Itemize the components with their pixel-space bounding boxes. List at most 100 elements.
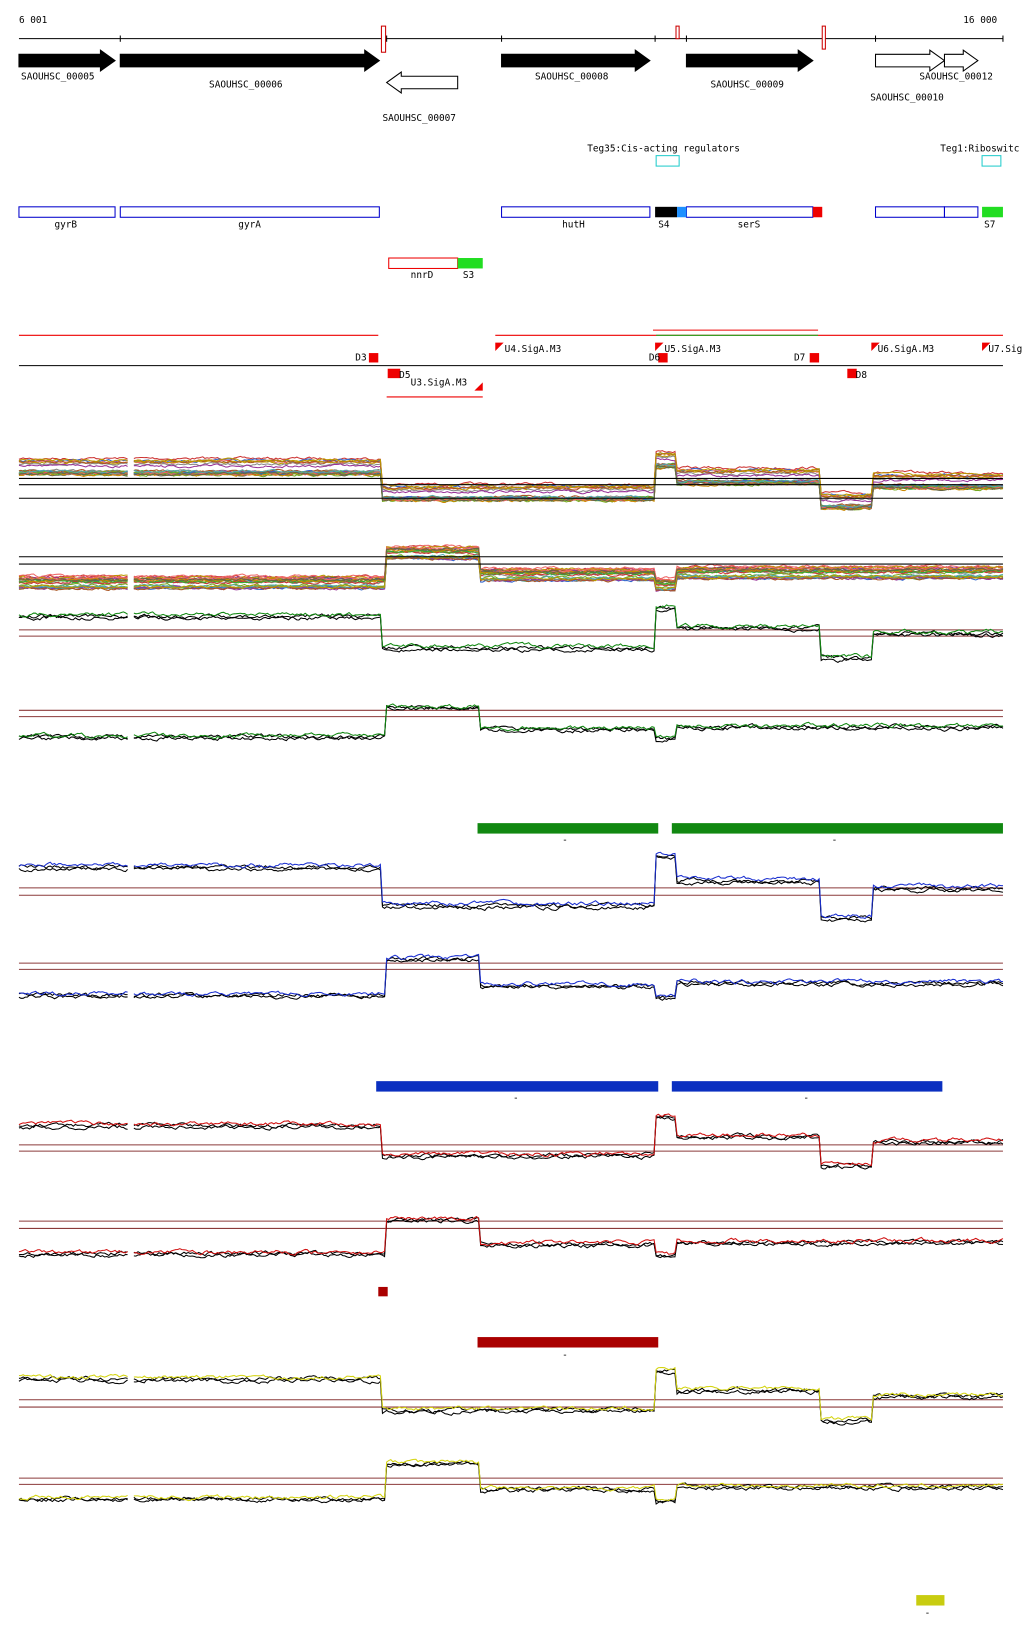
operon-label: D5: [399, 370, 410, 381]
trace: [18, 1113, 1004, 1167]
trace: [18, 955, 1004, 999]
gene-arrow: [943, 49, 979, 73]
trace: [18, 604, 1004, 659]
feature: [501, 206, 651, 218]
feature-label: S7: [984, 220, 995, 231]
trace: [18, 547, 1004, 584]
gene-arrow: [501, 49, 651, 73]
operon-label: U3.SigA.M3: [411, 377, 468, 388]
gene-arrow: [18, 49, 116, 73]
feature-label: gyrB: [54, 220, 77, 231]
operon-mark: [387, 368, 401, 379]
bar-label: -: [513, 1093, 519, 1104]
marker: [675, 25, 680, 40]
operon-flag: [982, 342, 991, 351]
segment-bar: [671, 823, 1003, 834]
feature: [677, 206, 687, 218]
bar-label: -: [925, 1608, 931, 1619]
gene-label: SAOUHSC_00010: [870, 92, 944, 103]
trace: [18, 1368, 1004, 1423]
operon-flag: [474, 382, 483, 391]
segment-bar: [671, 1081, 943, 1092]
gene-arrow: [119, 49, 381, 73]
gene-label: SAOUHSC_00012: [919, 71, 993, 82]
feature: [18, 206, 116, 218]
operon-label: D6: [649, 352, 661, 363]
trace: [18, 953, 1004, 998]
operon-label: U4.SigA.M3: [505, 344, 562, 355]
axis-end: 16 000: [963, 15, 997, 26]
operon-mark: [847, 368, 857, 379]
segment-bar: [477, 1337, 659, 1348]
trace: [18, 1366, 1004, 1421]
operon-label: U6.SigA.M3: [878, 344, 935, 355]
operon-label: D7: [794, 352, 805, 363]
feature-label: hutH: [562, 220, 585, 231]
feature: [874, 206, 945, 218]
gene-arrow: [685, 49, 814, 73]
bar-label: -: [803, 1093, 809, 1104]
segment-bar: [916, 1595, 945, 1606]
trace: [18, 1460, 1004, 1503]
trace: [18, 1215, 1004, 1256]
trace: [18, 1461, 1004, 1505]
trace: [18, 546, 1004, 582]
trace: [18, 855, 1004, 923]
gene-label: SAOUHSC_00009: [710, 80, 784, 91]
segment-bar: [477, 823, 659, 834]
regulator-box: [655, 155, 680, 167]
trace: [18, 1458, 1004, 1502]
bar-label: -: [562, 835, 568, 846]
marker: [821, 25, 826, 50]
operon-flag: [655, 342, 664, 351]
gene-label: SAOUHSC_00005: [21, 71, 95, 82]
segment-bar: [376, 1081, 659, 1092]
operon-marks: [368, 342, 991, 391]
trace: [18, 1216, 1004, 1258]
operon-mark: [809, 353, 820, 363]
trace: [18, 1115, 1004, 1170]
trace: [18, 464, 1004, 511]
feature: [812, 206, 823, 218]
regulator-label: Teg35:Cis-acting regulators: [587, 143, 740, 154]
feature: [457, 258, 483, 269]
trace: [18, 704, 1004, 741]
feature: [655, 206, 678, 218]
operon-flag: [495, 342, 504, 351]
axis-start: 6 001: [19, 15, 48, 26]
trace: [18, 607, 1004, 663]
feature-label: nnrD: [411, 270, 434, 281]
gene-arrow: [874, 49, 946, 73]
gene-label: SAOUHSC_00008: [535, 71, 609, 82]
gene-arrow: [385, 71, 459, 94]
feature-label: serS: [738, 220, 761, 231]
operon-flag: [871, 342, 880, 351]
marker: [380, 25, 387, 53]
feature: [982, 206, 1003, 218]
trace: [18, 851, 1003, 920]
feature: [119, 206, 380, 218]
trace: [18, 457, 1004, 503]
regulator-box: [981, 155, 1002, 167]
bar-label: -: [562, 1350, 568, 1361]
feature: [943, 206, 979, 218]
operon-mark: [658, 353, 668, 363]
feature-label: gyrA: [238, 220, 261, 231]
feature: [685, 206, 814, 218]
gene-label: SAOUHSC_00006: [209, 80, 283, 91]
trace: [18, 957, 1004, 1001]
operon-label: U7.Sig: [988, 344, 1022, 355]
operon-mark: [368, 353, 379, 363]
bar-label: -: [832, 835, 838, 846]
trace: [18, 1371, 1004, 1426]
trace: [18, 1218, 1003, 1259]
regulator-label: Teg1:Riboswitc: [940, 143, 1019, 154]
operon-label: U5.SigA.M3: [665, 344, 722, 355]
feature-label: S4: [658, 220, 670, 231]
segment-bar: [378, 1286, 388, 1297]
operon-label: D3: [355, 352, 366, 363]
trace: [18, 605, 1004, 662]
gene-label: SAOUHSC_00007: [382, 113, 455, 124]
